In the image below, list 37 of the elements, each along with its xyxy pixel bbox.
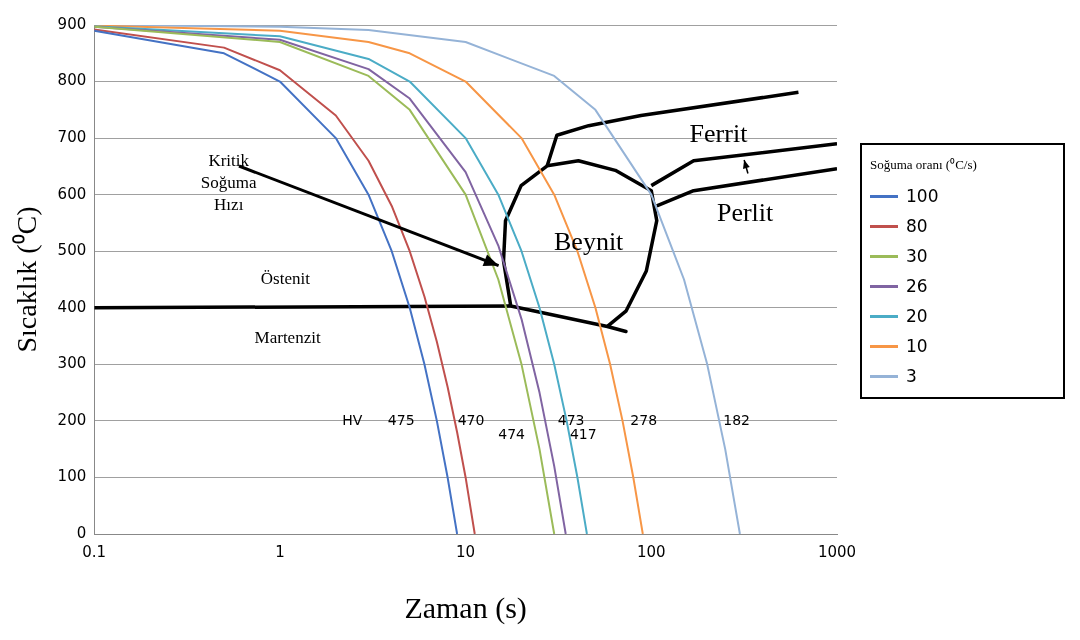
x-tick-label: 10 — [456, 542, 476, 561]
x-tick-label: 1 — [275, 542, 285, 561]
annotation: 417 — [569, 425, 597, 442]
y-tick-label: 300 — [57, 354, 87, 373]
legend-label: 26 — [906, 276, 928, 296]
legend-label: 20 — [906, 306, 928, 326]
y-tick-label: 500 — [57, 241, 87, 260]
annotation: 278 — [630, 411, 658, 428]
y-tick-label: 100 — [57, 467, 87, 486]
y-tick-label: 800 — [57, 71, 87, 90]
annotation: Kritik Soğuma Hızı — [200, 150, 258, 214]
legend-label: 30 — [906, 246, 928, 266]
x-tick-label: 0.1 — [82, 542, 107, 561]
annotation: 475 — [387, 411, 415, 428]
y-axis-title: Sıcaklık (⁰C) — [11, 206, 43, 353]
annotation: Perlit — [716, 198, 775, 228]
legend-label: 100 — [906, 186, 939, 206]
legend-title: Soğuma oranı (⁰C/s) — [870, 156, 978, 173]
annotation: HV — [342, 411, 363, 428]
x-tick-label: 1000 — [817, 542, 857, 561]
annotation: 474 — [498, 425, 526, 442]
annotation: Ferrit — [689, 119, 749, 149]
y-tick-label: 600 — [57, 184, 87, 203]
y-tick-label: 900 — [57, 14, 87, 33]
x-axis-title: Zaman (s) — [404, 590, 527, 625]
annotation: 182 — [723, 411, 750, 428]
y-tick-label: 0 — [76, 523, 87, 542]
legend-label: 80 — [906, 216, 928, 236]
y-tick-label: 200 — [57, 410, 87, 429]
y-tick-label: 700 — [57, 128, 87, 146]
x-tick-label: 100 — [636, 542, 666, 561]
annotation: Östenit — [260, 268, 311, 288]
annotation: 470 — [457, 411, 485, 428]
annotation: Martenzit — [254, 328, 321, 348]
legend-label: 10 — [906, 336, 928, 356]
legend-label: 3 — [906, 366, 917, 386]
y-tick-label: 400 — [57, 297, 87, 316]
